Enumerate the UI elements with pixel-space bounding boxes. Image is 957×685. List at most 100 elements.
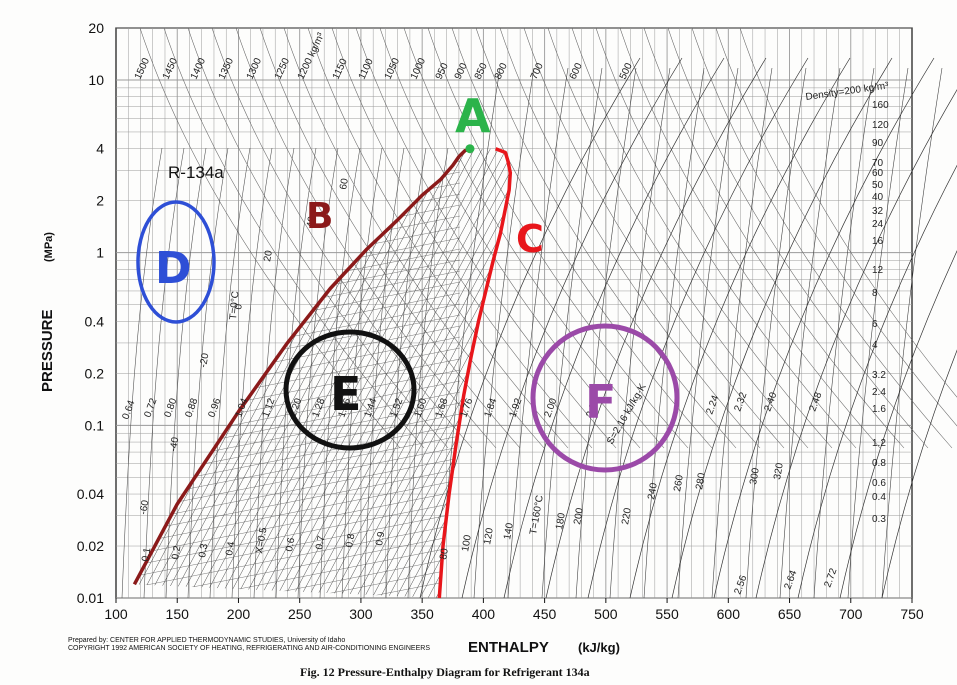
temperature-label: 100 xyxy=(460,534,474,553)
hatch-line xyxy=(100,568,460,638)
temperature-label: 180 xyxy=(554,512,568,531)
y-tick-label: 0.04 xyxy=(77,486,104,502)
density-label: 1350 xyxy=(217,56,237,81)
hatch-line xyxy=(0,108,128,598)
entropy-contour xyxy=(672,58,892,598)
entropy-label: 0.96 xyxy=(206,397,223,419)
hatch-line xyxy=(20,108,280,598)
density-contour xyxy=(164,28,424,448)
isotherm-contour xyxy=(678,68,738,598)
temperature-label: -60 xyxy=(138,499,151,516)
hatch-line xyxy=(100,458,460,528)
density-label: 1.2 xyxy=(872,438,886,449)
hatch-line xyxy=(0,108,120,598)
hatch-line xyxy=(100,172,460,242)
chart-title: R-134a xyxy=(168,163,224,182)
density-label: 600 xyxy=(568,61,585,81)
x-tick-label: 450 xyxy=(533,606,557,622)
density-label: 6 xyxy=(872,319,878,330)
hatch-line xyxy=(188,108,448,598)
quality-label: 0.7 xyxy=(314,534,327,550)
density-label: 50 xyxy=(872,180,884,191)
x-tick-label: 400 xyxy=(472,606,496,622)
density-label: 1000 xyxy=(409,56,429,81)
hatch-line xyxy=(484,108,744,598)
entropy-contour xyxy=(882,58,957,598)
density-label: 900 xyxy=(453,61,470,81)
temperature-label: 220 xyxy=(620,507,634,526)
entropy-contour xyxy=(840,58,957,598)
density-label: 90 xyxy=(872,138,884,149)
density-label: 1300 xyxy=(245,56,265,81)
density-label: 1400 xyxy=(189,56,209,81)
density-label: 1.6 xyxy=(872,404,886,415)
hatch-line xyxy=(100,480,460,550)
hatch-line xyxy=(276,108,536,598)
hatch-line xyxy=(0,108,176,598)
quality-label: 0.1 xyxy=(140,546,153,562)
y-tick-label: 0.01 xyxy=(77,590,104,606)
hatch-line xyxy=(0,108,152,598)
annotation-label-d: D xyxy=(155,243,192,294)
entropy-label: 1.52 xyxy=(388,397,405,419)
hatch-line xyxy=(412,108,672,598)
x-tick-label: 650 xyxy=(778,606,802,622)
dome-hatch-group xyxy=(0,108,832,649)
annotation-label-f: F xyxy=(585,375,616,429)
y-axis-label: PRESSURE xyxy=(39,309,56,392)
density-label: 0.8 xyxy=(872,458,886,469)
x-tick-label: 600 xyxy=(717,606,741,622)
hatch-line xyxy=(372,108,632,598)
hatch-line xyxy=(0,108,144,598)
hatch-line xyxy=(100,271,460,341)
temperature-label: T=160°C xyxy=(528,494,546,535)
annotation-label-c: C xyxy=(516,217,544,261)
temperature-label: -20 xyxy=(198,352,211,369)
hatch-line xyxy=(100,282,460,352)
hatch-line xyxy=(556,108,816,598)
density-label: 950 xyxy=(434,61,451,81)
hatch-line xyxy=(0,108,168,598)
hatch-line xyxy=(100,194,460,264)
density-label: 60 xyxy=(872,168,884,179)
x-tick-label: 750 xyxy=(900,606,924,622)
entropy-label: 2.24 xyxy=(704,394,721,416)
isotherm-contour xyxy=(780,68,840,598)
y-tick-label: 10 xyxy=(88,72,104,88)
hatch-line xyxy=(100,216,460,286)
hatch-line xyxy=(228,108,488,598)
entropy-label: 1.92 xyxy=(507,397,524,419)
density-label: 1050 xyxy=(383,56,403,81)
y-tick-label: 0.2 xyxy=(85,365,105,381)
hatch-line xyxy=(332,108,592,598)
entropy-contour xyxy=(714,58,934,598)
temperature-label: 120 xyxy=(482,527,496,546)
hatch-line xyxy=(572,108,832,598)
temperature-label: 280 xyxy=(694,472,708,491)
hatch-line xyxy=(100,557,460,627)
temperature-label: 260 xyxy=(672,474,686,493)
entropy-label: 1.84 xyxy=(482,397,499,419)
x-tick-label: 500 xyxy=(594,606,618,622)
critical-point-marker xyxy=(465,144,474,153)
y-tick-label: 0.1 xyxy=(85,417,105,433)
annotation-label-a: A xyxy=(455,89,491,143)
density-label: 0.4 xyxy=(872,492,886,503)
annotation-label-b: B xyxy=(306,196,333,237)
annotation-label-e: E xyxy=(330,367,361,421)
x-axis-unit: (kJ/kg) xyxy=(578,640,620,655)
hatch-line xyxy=(548,108,808,598)
temperature-label: 60 xyxy=(338,177,351,190)
y-tick-label: 20 xyxy=(88,20,104,36)
temperature-label: 140 xyxy=(502,522,516,541)
entropy-label: 2.72 xyxy=(822,567,839,589)
quality-label: 0.6 xyxy=(284,536,297,552)
axis-ticks: 100 150 200 250 300 350 400 450 500 550 600 650 700 7… xyxy=(77,20,924,622)
footer-copyright: COPYRIGHT 1992 AMERICAN SOCIETY OF HEATI… xyxy=(68,645,430,652)
hatch-line xyxy=(0,108,192,598)
entropy-label: 1.04 xyxy=(233,397,250,419)
footer-prepared-by: Prepared by: CENTER FOR APPLIED THERMODY… xyxy=(68,637,345,644)
temperature-label: 240 xyxy=(646,482,660,501)
